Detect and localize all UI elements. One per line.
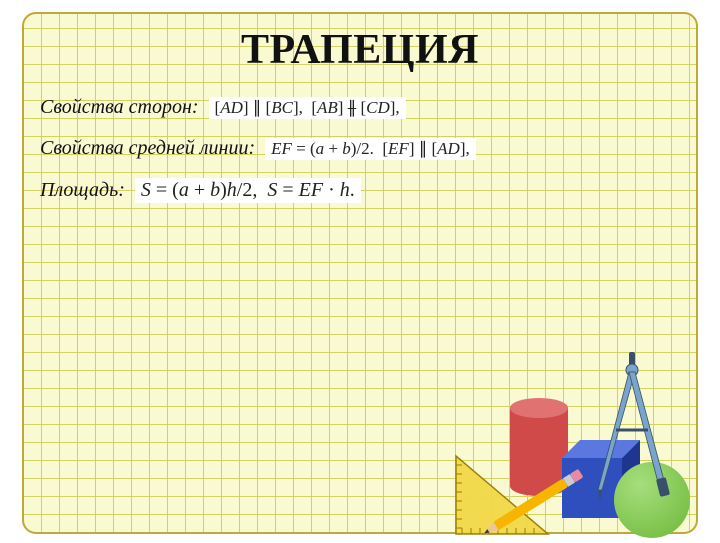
formula-sides: [AD] ∥ [BC], [AB] ∥ [CD], xyxy=(209,97,406,119)
formula-midline: EF = (a + b)/2. [EF] ∥ [AD], xyxy=(265,138,476,160)
label-sides: Свойства сторон: xyxy=(40,96,199,119)
row-sides: Свойства сторон: [AD] ∥ [BC], [AB] ∥ [CD… xyxy=(40,96,680,119)
row-area: Площадь: S = (a + b)h/2, S = EF · h. xyxy=(40,178,680,203)
label-midline: Свойства средней линии: xyxy=(40,137,255,160)
label-area: Площадь: xyxy=(40,179,125,202)
page-title: ТРАПЕЦИЯ xyxy=(40,26,680,74)
formula-area: S = (a + b)h/2, S = EF · h. xyxy=(135,178,361,203)
content: ТРАПЕЦИЯ Свойства сторон: [AD] ∥ [BC], [… xyxy=(0,0,720,540)
row-midline: Свойства средней линии: EF = (a + b)/2. … xyxy=(40,137,680,160)
